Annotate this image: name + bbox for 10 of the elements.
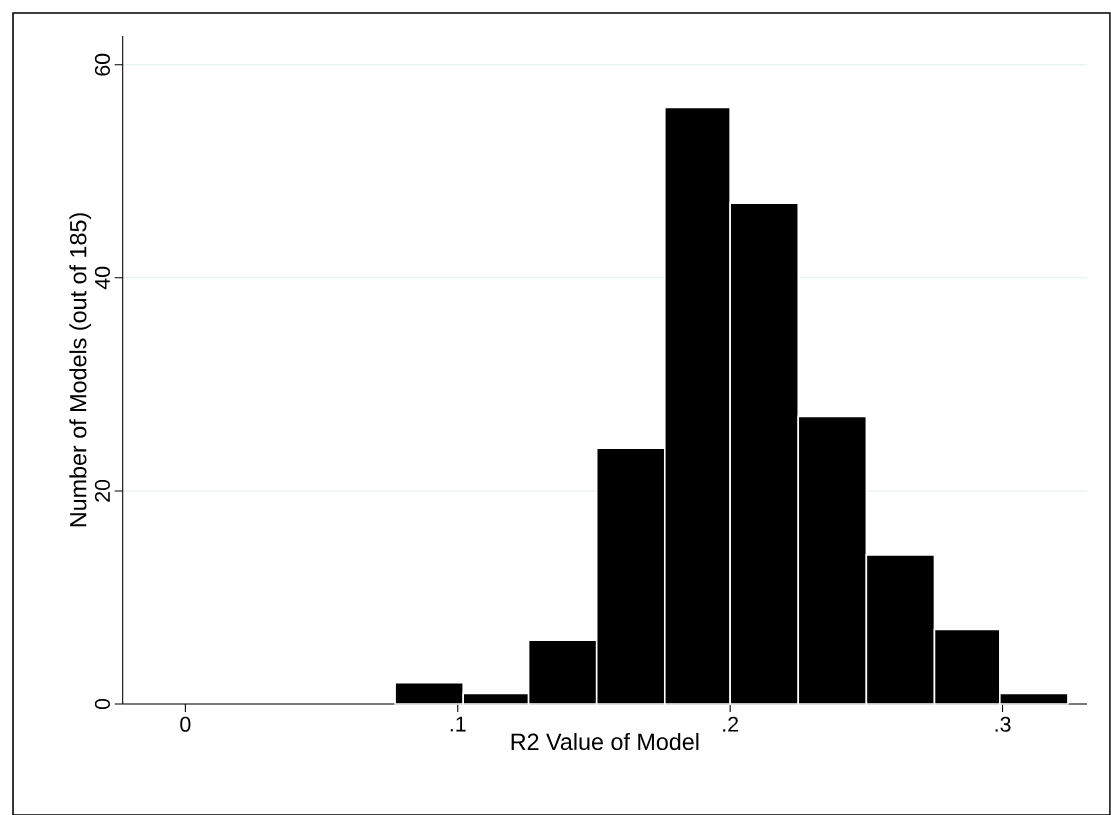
y-tick-label: 0 bbox=[94, 698, 110, 710]
x-axis-title: R2 Value of Model bbox=[511, 732, 699, 751]
x-tick-label: .1 bbox=[450, 716, 466, 732]
x-tick-label: .2 bbox=[723, 716, 738, 732]
y-tick-label: 60 bbox=[94, 53, 110, 76]
x-tick-label: 0 bbox=[180, 716, 191, 732]
x-tick-label: .3 bbox=[995, 716, 1011, 732]
y-axis-title: Number of Models (out of 185) bbox=[69, 213, 92, 527]
y-tick-label: 40 bbox=[94, 266, 110, 290]
y-tick-label: 20 bbox=[94, 479, 110, 502]
